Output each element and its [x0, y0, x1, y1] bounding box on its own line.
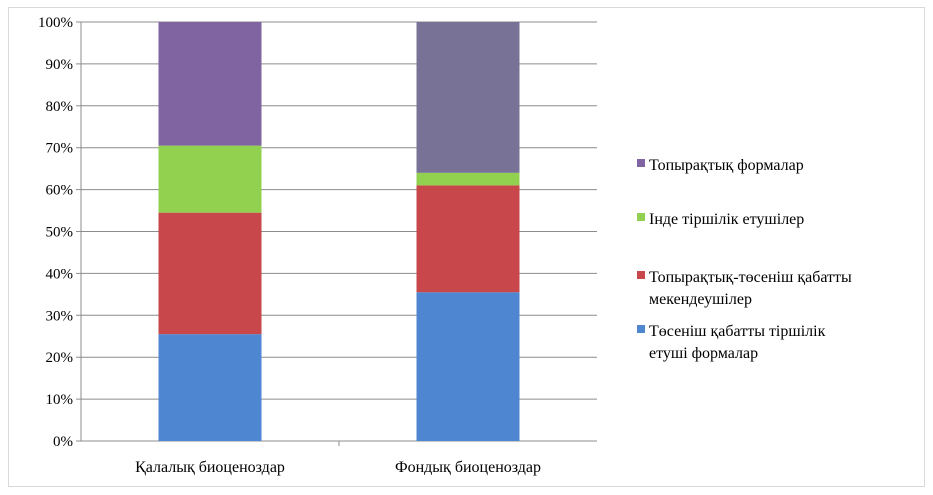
y-tick-label: 50% — [46, 225, 74, 241]
legend-label: Төсеніш қабатты тіршілік — [649, 323, 826, 340]
y-tick-label: 10% — [46, 392, 74, 408]
legend-label: Топырақтық-төсеніш қабатты — [649, 269, 852, 286]
legend-swatch — [637, 325, 645, 333]
x-category-label: Қалалық биоценоздар — [135, 459, 285, 476]
bar-segment — [158, 22, 262, 146]
legend-label: Інде тіршілік етушілер — [649, 211, 804, 228]
legend-swatch — [637, 213, 645, 221]
legend-swatch — [637, 271, 645, 279]
bar-segment — [416, 185, 520, 293]
y-tick-label: 0% — [53, 434, 73, 450]
bar-segment — [416, 172, 520, 186]
y-tick-label: 60% — [46, 183, 74, 199]
legend-label: Топырақтық формалар — [649, 157, 804, 174]
y-tick-label: 90% — [46, 57, 74, 73]
legend-label: мекендеушілер — [649, 291, 752, 308]
y-tick-label: 40% — [46, 266, 74, 282]
y-tick-label: 80% — [46, 99, 74, 115]
y-tick-label: 70% — [46, 141, 74, 157]
bar-segment — [158, 145, 262, 213]
y-tick-label: 20% — [46, 350, 74, 366]
bar-segment — [158, 212, 262, 335]
bar-segment — [416, 22, 520, 173]
bar-segment — [158, 334, 262, 441]
legend-swatch — [637, 159, 645, 167]
x-category-label: Фондық биоценоздар — [395, 459, 541, 476]
y-tick-label: 100% — [38, 15, 73, 31]
legend-label: етуші формалар — [649, 345, 758, 362]
bar-segment — [416, 292, 520, 441]
y-tick-label: 30% — [46, 308, 74, 324]
